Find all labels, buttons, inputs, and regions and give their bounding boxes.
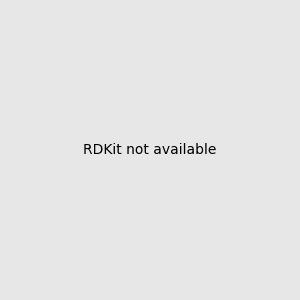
- Text: RDKit not available: RDKit not available: [83, 143, 217, 157]
